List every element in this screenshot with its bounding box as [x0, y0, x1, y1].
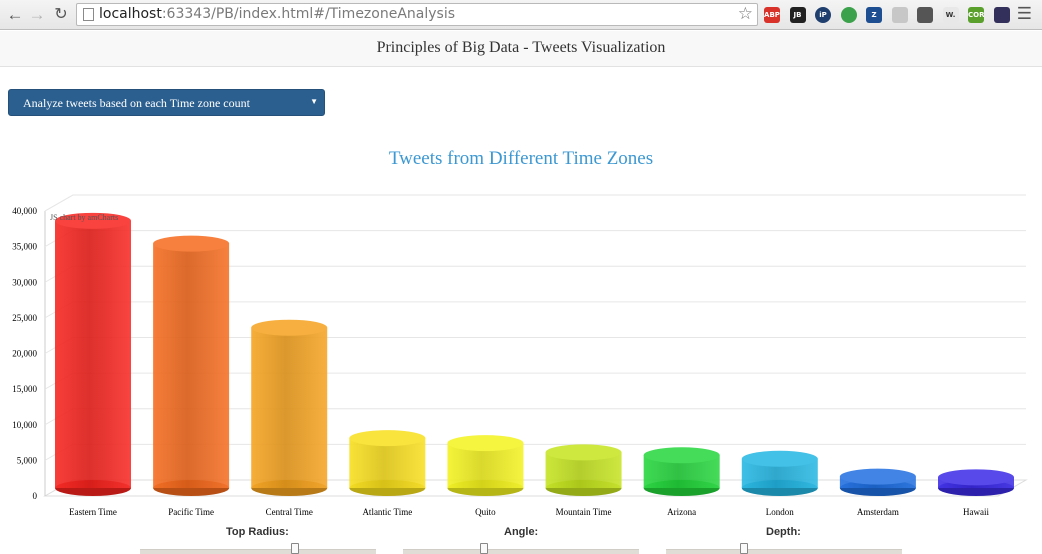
y-tick-label: 40,000: [12, 206, 37, 216]
bar-atlantic-time: [349, 430, 426, 496]
top-radius-slider[interactable]: [140, 549, 376, 554]
x-tick-label: Amsterdam: [857, 507, 899, 517]
feather-icon[interactable]: [891, 7, 908, 23]
x-tick-label: London: [766, 507, 794, 517]
url-host: localhost: [99, 6, 162, 22]
bar-quito: [447, 435, 524, 496]
y-tick-label: 15,000: [12, 384, 37, 394]
bar-london: [741, 450, 818, 496]
pushbullet-icon[interactable]: [840, 7, 857, 23]
bar-pacific-time: [153, 235, 230, 496]
angle-slider-handle[interactable]: [480, 543, 488, 554]
x-tick-label: Central Time: [266, 507, 313, 517]
x-tick-label: Quito: [475, 507, 496, 517]
app-header: Principles of Big Data - Tweets Visualiz…: [0, 31, 1042, 67]
menu-icon[interactable]: ☰: [1016, 4, 1032, 23]
page-title: Principles of Big Data - Tweets Visualiz…: [376, 39, 666, 56]
y-tick-label: 35,000: [12, 242, 37, 252]
grid-line: [44, 194, 1026, 212]
page-icon: [83, 8, 94, 21]
depth-slider-handle[interactable]: [740, 543, 748, 554]
top-radius-label: Top Radius:: [226, 526, 289, 538]
astro-icon[interactable]: [993, 7, 1010, 23]
zotero-icon[interactable]: Z: [866, 7, 882, 23]
chart-title: Tweets from Different Time Zones: [388, 148, 654, 169]
bar-hawaii: [938, 469, 1014, 496]
bar-central-time: [251, 319, 328, 496]
bar-arizona: [643, 447, 720, 496]
cors-icon[interactable]: CORS: [968, 7, 984, 23]
x-tick-label: Atlantic Time: [362, 507, 412, 517]
y-tick-label: 20,000: [12, 349, 37, 359]
browser-toolbar: ← → ↻ localhost:63343/PB/index.html#/Tim…: [0, 0, 1042, 30]
y-tick-label: 10,000: [12, 420, 37, 430]
chart-credit[interactable]: JS chart by amCharts: [50, 213, 119, 222]
y-tick-label: 30,000: [12, 277, 37, 287]
url-path: :63343/PB/index.html#/TimezoneAnalysis: [161, 6, 456, 22]
jetbrains-icon[interactable]: JB: [789, 7, 806, 23]
url-text: localhost:63343/PB/index.html#/TimezoneA…: [99, 6, 455, 22]
adblock-icon[interactable]: ABP: [764, 7, 780, 23]
chevron-down-icon: ▼: [310, 97, 318, 106]
depth-slider[interactable]: [666, 549, 902, 554]
top-radius-slider-handle[interactable]: [291, 543, 299, 554]
bookmark-star-icon[interactable]: ☆: [737, 4, 753, 23]
depth-label: Depth:: [766, 526, 801, 538]
x-tick-label: Mountain Time: [556, 507, 612, 517]
analysis-select[interactable]: Analyze tweets based on each Time zone c…: [8, 89, 325, 116]
back-arrow-icon[interactable]: ←: [6, 5, 24, 24]
angle-label: Angle:: [504, 526, 539, 538]
bar-amsterdam: [839, 468, 916, 496]
bar-eastern-time: [55, 212, 131, 496]
w-icon[interactable]: W.: [942, 7, 959, 23]
forward-arrow-icon[interactable]: →: [28, 5, 46, 24]
x-tick-label: Pacific Time: [168, 507, 214, 517]
angle-slider[interactable]: [403, 549, 639, 554]
timezone-bar-chart: 0 5,000 10,000 15,000 20,000 25,000 30,000 35,0…: [12, 194, 1028, 517]
address-bar[interactable]: localhost:63343/PB/index.html#/TimezoneA…: [76, 3, 758, 26]
reload-icon[interactable]: ↻: [54, 6, 68, 23]
y-tick-label: 0: [33, 491, 38, 501]
bar-mountain-time: [545, 444, 622, 496]
ip-icon[interactable]: iP: [815, 7, 831, 23]
analysis-select-value: Analyze tweets based on each Time zone c…: [23, 96, 250, 110]
y-tick-label: 5,000: [17, 455, 38, 465]
x-tick-label: Eastern Time: [69, 507, 117, 517]
x-tick-label: Arizona: [667, 507, 696, 517]
book-icon[interactable]: [917, 7, 933, 23]
y-tick-label: 25,000: [12, 313, 37, 323]
x-tick-label: Hawaii: [963, 507, 989, 517]
